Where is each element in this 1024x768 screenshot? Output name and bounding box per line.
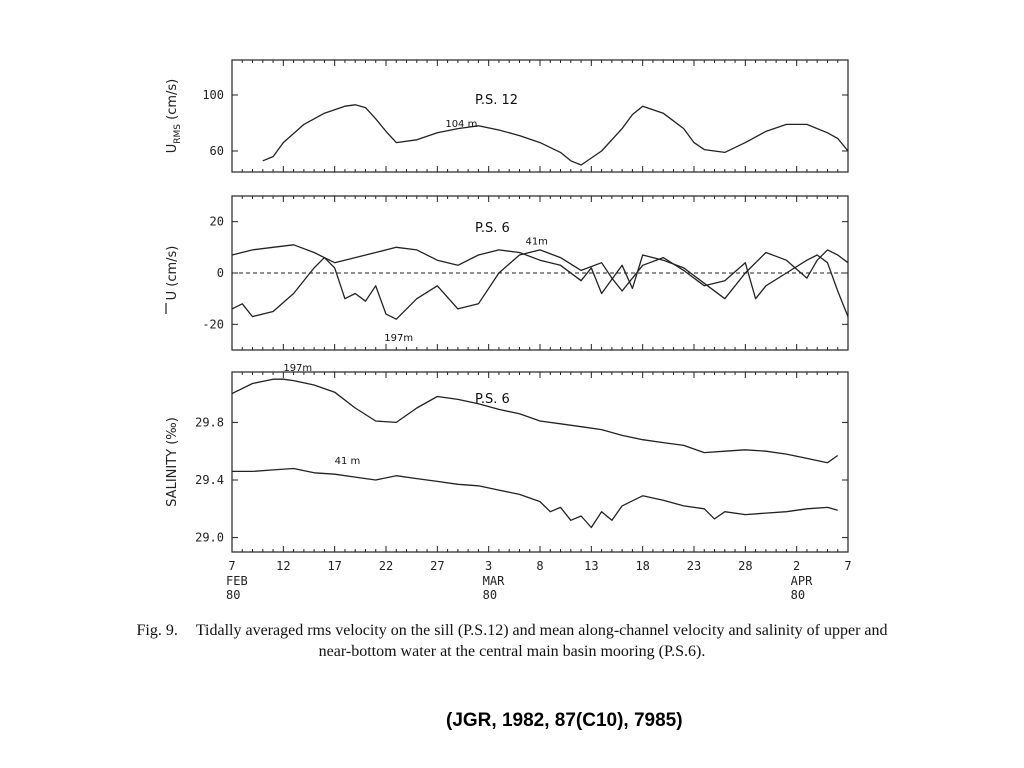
series-label: 41 m [335,456,361,467]
y-tick-label: 100 [202,88,224,102]
y-tick-label: 20 [210,215,224,229]
panel-1: 100 60 104 m P.S. 12 URMS (cm/s) [165,59,849,173]
x-year-label: 80 [791,588,805,602]
series-label: 104 m [445,119,477,130]
x-tick-label: 3 [485,559,492,573]
y-axis-label: U (cm/s) [165,246,180,301]
panel-2: 20 0 -20 41m 197m P.S. 6 U (cm/s) [165,195,849,351]
y-axis-label: SALINITY (‰) [165,417,180,507]
series-line-197m [231,378,839,464]
x-tick-label: 7 [844,559,851,573]
y-axis-label: URMS (cm/s) [165,79,183,154]
y-tick-label: 60 [210,144,224,158]
y-tick-label: -20 [202,317,224,331]
series-line-41m [232,467,838,529]
x-tick-label: 12 [276,559,290,573]
plot-frame [231,59,849,173]
figure-caption: Fig. 9. Tidally averaged rms velocity on … [0,620,1024,662]
x-tick-label: 23 [687,559,701,573]
series-line-41m [231,244,849,300]
series-line-104m [262,104,849,166]
x-tick-label: 18 [635,559,649,573]
x-month-label: FEB [226,574,248,588]
series-line-197m [231,249,849,320]
x-tick-label: 7 [228,559,235,573]
x-year-label: 80 [226,588,240,602]
series-label: 197m [283,363,312,374]
series-label: 41m [525,236,547,247]
caption-line-1: Tidally averaged rms velocity on the sil… [195,622,888,639]
y-tick-label: 29.0 [195,531,224,545]
x-tick-label: 17 [327,559,341,573]
y-tick-label: 0 [217,266,224,280]
panel-title: P.S. 6 [475,392,510,407]
x-tick-label: 2 [793,559,800,573]
caption-label: Fig. 9. [136,622,178,639]
caption-line-2: near-bottom water at the central main ba… [318,643,706,660]
series-label: 197m [384,333,413,344]
x-tick-label: 13 [584,559,598,573]
y-tick-label: 29.8 [195,415,224,429]
x-tick-label: 22 [379,559,393,573]
x-tick-label: 27 [430,559,444,573]
citation: (JGR, 1982, 87(C10), 7985) [446,710,683,731]
panel-title: P.S. 6 [475,221,510,236]
x-month-label: MAR [483,574,505,588]
x-tick-label: 28 [738,559,752,573]
x-tick-label: 8 [536,559,543,573]
panel-title: P.S. 12 [475,93,518,108]
x-month-label: APR [791,574,813,588]
plot-frame [231,371,849,553]
y-tick-label: 29.4 [195,473,224,487]
x-year-label: 80 [483,588,497,602]
